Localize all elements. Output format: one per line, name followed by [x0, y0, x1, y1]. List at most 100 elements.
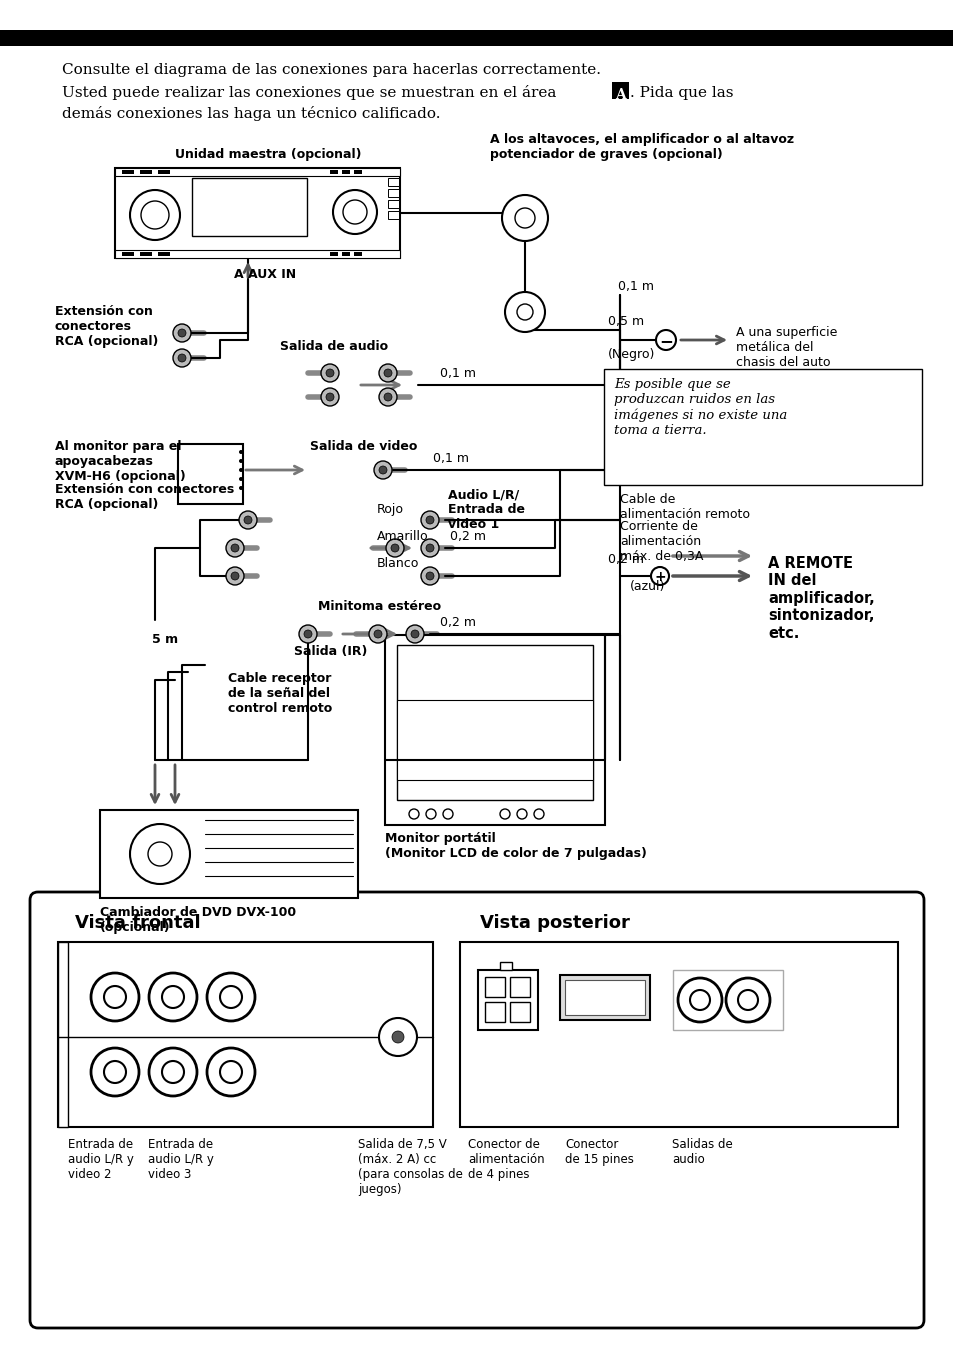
Circle shape	[678, 977, 721, 1022]
Text: demás conexiones las haga un técnico calificado.: demás conexiones las haga un técnico cal…	[62, 105, 440, 120]
Text: A los altavoces, el amplificador o al altavoz
potenciador de graves (opcional): A los altavoces, el amplificador o al al…	[490, 132, 793, 161]
Text: 0,1 m: 0,1 m	[439, 366, 476, 380]
Circle shape	[411, 630, 418, 638]
Circle shape	[384, 393, 392, 402]
Text: Cambiador de DVD DVX-100
(opcional): Cambiador de DVD DVX-100 (opcional)	[100, 906, 295, 934]
Circle shape	[392, 1032, 403, 1042]
Circle shape	[426, 516, 434, 525]
Bar	[385, 635, 604, 825]
Text: . Pida que las: . Pida que las	[629, 87, 733, 100]
Bar	[341, 251, 350, 256]
Text: Consulte el diagrama de las conexiones para hacerlas correctamente.: Consulte el diagrama de las conexiones p…	[62, 64, 600, 77]
Circle shape	[426, 572, 434, 580]
Circle shape	[501, 195, 547, 241]
Text: 5 m: 5 m	[152, 633, 178, 646]
Bar	[58, 942, 68, 1128]
Text: Monitor portátil
(Monitor LCD de color de 7 pulgadas): Monitor portátil (Monitor LCD de color d…	[385, 831, 646, 860]
Circle shape	[656, 330, 676, 350]
Circle shape	[226, 566, 244, 585]
Bar	[612, 82, 628, 99]
Bar	[484, 1002, 504, 1022]
Circle shape	[374, 461, 392, 479]
Text: Usted puede realizar las conexiones que se muestran en el área: Usted puede realizar las conexiones que …	[62, 85, 560, 100]
Bar	[0, 30, 953, 46]
Bar	[341, 170, 350, 174]
Text: A: A	[614, 88, 625, 101]
Bar	[396, 700, 593, 780]
Text: 0,1 m: 0,1 m	[618, 280, 654, 293]
Bar	[510, 977, 530, 996]
Circle shape	[239, 450, 243, 454]
Bar	[330, 170, 337, 174]
Circle shape	[534, 808, 543, 819]
Circle shape	[378, 466, 387, 475]
Text: Al monitor para el
apoyacabezas
XVM-H6 (opcional): Al monitor para el apoyacabezas XVM-H6 (…	[55, 439, 186, 483]
Circle shape	[406, 625, 423, 644]
Bar	[354, 170, 361, 174]
Circle shape	[517, 808, 526, 819]
Circle shape	[369, 625, 387, 644]
Text: −: −	[659, 333, 672, 350]
Circle shape	[239, 458, 243, 462]
Bar	[122, 251, 133, 256]
Text: Extensión con conectores
RCA (opcional): Extensión con conectores RCA (opcional)	[55, 483, 234, 511]
Circle shape	[386, 539, 403, 557]
Circle shape	[231, 572, 239, 580]
Text: Cable receptor
de la señal del
control remoto: Cable receptor de la señal del control r…	[228, 672, 332, 715]
Text: 0,1 m: 0,1 m	[433, 452, 469, 465]
Circle shape	[91, 1048, 139, 1096]
Bar	[354, 251, 361, 256]
Circle shape	[178, 354, 186, 362]
Circle shape	[426, 808, 436, 819]
Text: Extensión con
conectores
RCA (opcional): Extensión con conectores RCA (opcional)	[55, 306, 158, 347]
Circle shape	[517, 304, 533, 320]
Bar	[672, 969, 782, 1030]
Bar	[388, 178, 398, 187]
Circle shape	[420, 539, 438, 557]
Bar	[388, 189, 398, 197]
Circle shape	[226, 539, 244, 557]
Bar	[499, 963, 512, 969]
Text: Conector de
alimentación
de 4 pines: Conector de alimentación de 4 pines	[468, 1138, 544, 1182]
Bar	[564, 980, 644, 1015]
Circle shape	[420, 566, 438, 585]
Circle shape	[650, 566, 668, 585]
Text: Vista frontal: Vista frontal	[75, 914, 200, 932]
Circle shape	[239, 477, 243, 481]
Text: Blanco: Blanco	[376, 557, 419, 571]
Circle shape	[141, 201, 169, 228]
Circle shape	[426, 544, 434, 552]
Circle shape	[244, 516, 252, 525]
Bar	[100, 810, 357, 898]
Text: Vista posterior: Vista posterior	[479, 914, 629, 932]
Text: Salida de audio: Salida de audio	[280, 339, 388, 353]
Circle shape	[239, 485, 243, 489]
FancyBboxPatch shape	[30, 892, 923, 1328]
Circle shape	[178, 329, 186, 337]
Circle shape	[91, 973, 139, 1021]
Circle shape	[738, 990, 758, 1010]
Bar	[115, 250, 399, 258]
Text: A REMOTE
IN del
amplificador,
sintonizador,
etc.: A REMOTE IN del amplificador, sintonizad…	[767, 556, 874, 641]
Bar	[192, 178, 307, 237]
Text: A una superficie
metálica del
chasis del auto: A una superficie metálica del chasis del…	[735, 326, 837, 369]
Circle shape	[343, 200, 367, 224]
Text: 0,2 m: 0,2 m	[450, 530, 485, 544]
Circle shape	[515, 208, 535, 228]
Bar	[140, 251, 152, 256]
Text: +: +	[654, 571, 665, 584]
Circle shape	[104, 1061, 126, 1083]
Text: Entrada de
audio L/R y
video 2: Entrada de audio L/R y video 2	[68, 1138, 133, 1182]
Text: Salidas de
audio: Salidas de audio	[671, 1138, 732, 1165]
Circle shape	[304, 630, 312, 638]
Circle shape	[104, 986, 126, 1009]
Circle shape	[326, 393, 334, 402]
Circle shape	[378, 364, 396, 383]
Text: Cable de
alimentación remoto: Cable de alimentación remoto	[619, 493, 749, 521]
Circle shape	[130, 191, 180, 241]
Circle shape	[320, 388, 338, 406]
Bar	[122, 170, 133, 174]
Circle shape	[409, 808, 418, 819]
Circle shape	[378, 1018, 416, 1056]
Bar	[388, 211, 398, 219]
